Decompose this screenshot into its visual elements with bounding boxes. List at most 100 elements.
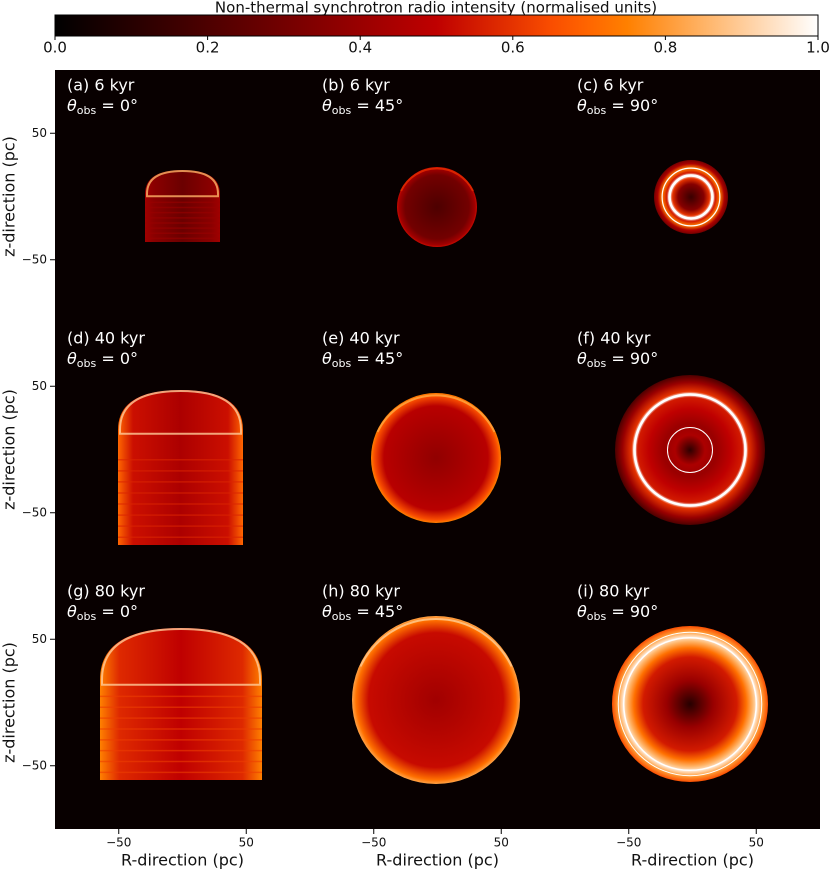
emission-ring <box>667 427 713 473</box>
panel-angle: θobs = 0° <box>67 96 138 118</box>
panel-title: (c) 6 kyr <box>577 76 644 95</box>
y-axis-label: z-direction (pc) <box>0 136 19 257</box>
colorbar-tick-label: 0.0 <box>43 39 67 57</box>
panel-title: (g) 80 kyr <box>67 582 145 601</box>
emission-region <box>397 167 477 247</box>
panel-title: (d) 40 kyr <box>67 329 145 348</box>
angle-value: = 90° <box>606 96 658 115</box>
angle-value: = 0° <box>96 602 138 621</box>
angle-symbol: θ <box>67 349 77 368</box>
x-tick-label: −50 <box>106 836 131 850</box>
angle-value: = 45° <box>351 96 403 115</box>
angle-subscript: obs <box>332 610 352 623</box>
angle-value: = 90° <box>606 349 658 368</box>
angle-symbol: θ <box>577 602 587 621</box>
angle-value: = 45° <box>351 602 403 621</box>
panel <box>55 576 310 829</box>
emission-ring <box>668 174 714 220</box>
angle-subscript: obs <box>587 357 607 370</box>
angle-symbol: θ <box>577 349 587 368</box>
angle-symbol: θ <box>322 96 332 115</box>
y-tick-label: −50 <box>22 505 47 519</box>
emission-rim <box>146 169 219 198</box>
emission-rim <box>400 167 474 192</box>
x-axis-label: R-direction (pc) <box>121 851 244 870</box>
emission-ring <box>633 393 747 507</box>
emission-region <box>352 616 520 784</box>
panel-angle: θobs = 45° <box>322 96 403 118</box>
angle-value: = 45° <box>351 349 403 368</box>
emission-region <box>654 160 728 234</box>
angle-symbol: θ <box>577 96 587 115</box>
panel <box>55 70 310 323</box>
colorbar-label: Non-thermal synchrotron radio intensity … <box>215 0 657 17</box>
emission-rim <box>376 394 496 433</box>
angle-symbol: θ <box>322 602 332 621</box>
colorbar-tick-label: 0.4 <box>348 39 372 57</box>
colorbar <box>54 14 819 37</box>
panel <box>310 576 565 829</box>
angle-subscript: obs <box>587 104 607 117</box>
panel <box>565 70 820 323</box>
emission-region <box>118 390 243 545</box>
angle-symbol: θ <box>322 349 332 368</box>
angle-value: = 0° <box>96 96 138 115</box>
panel-angle: θobs = 90° <box>577 96 658 118</box>
colorbar-tick-label: 0.2 <box>196 39 220 57</box>
colorbar-tick-label: 0.6 <box>501 39 525 57</box>
y-axis-label: z-direction (pc) <box>0 642 19 763</box>
y-tick-label: 50 <box>32 126 47 140</box>
panel-title: (i) 80 kyr <box>577 582 650 601</box>
panel-title: (f) 40 kyr <box>577 329 651 348</box>
emission-region <box>371 393 501 523</box>
emission-rim <box>101 627 261 686</box>
x-tick-label: 50 <box>239 836 254 850</box>
x-tick-label: 50 <box>494 836 509 850</box>
x-axis-label: R-direction (pc) <box>631 851 754 870</box>
x-tick-label: 50 <box>749 836 764 850</box>
panel-angle: θobs = 45° <box>322 349 403 371</box>
y-axis-label: z-direction (pc) <box>0 389 19 510</box>
colorbar-tick-label: 0.8 <box>653 39 677 57</box>
panel-angle: θobs = 90° <box>577 602 658 624</box>
angle-subscript: obs <box>77 357 97 370</box>
x-tick-label: −50 <box>616 836 641 850</box>
emission-region <box>615 375 765 525</box>
y-tick-label: −50 <box>22 252 47 266</box>
panel <box>310 323 565 576</box>
emission-ring <box>617 631 763 777</box>
panel-angle: θobs = 90° <box>577 349 658 371</box>
angle-symbol: θ <box>67 96 77 115</box>
y-tick-label: 50 <box>32 379 47 393</box>
panel-angle: θobs = 45° <box>322 602 403 624</box>
panel-title: (b) 6 kyr <box>322 76 390 95</box>
y-tick-label: −50 <box>22 758 47 772</box>
angle-subscript: obs <box>77 104 97 117</box>
angle-subscript: obs <box>587 610 607 623</box>
panel-title: (a) 6 kyr <box>67 76 135 95</box>
x-axis-label: R-direction (pc) <box>376 851 499 870</box>
colorbar-tick-label: 1.0 <box>806 39 830 57</box>
emission-region <box>145 170 220 242</box>
panel <box>310 70 565 323</box>
angle-symbol: θ <box>67 602 77 621</box>
angle-subscript: obs <box>77 610 97 623</box>
angle-subscript: obs <box>332 104 352 117</box>
emission-region <box>612 626 768 782</box>
emission-ring <box>622 636 758 772</box>
panel-angle: θobs = 0° <box>67 349 138 371</box>
emission-rim <box>119 389 242 435</box>
emission-ring <box>661 167 721 227</box>
angle-value: = 0° <box>96 349 138 368</box>
panel <box>565 323 820 576</box>
panel <box>565 576 820 829</box>
y-tick-label: 50 <box>32 632 47 646</box>
angle-value: = 90° <box>606 602 658 621</box>
x-tick-label: −50 <box>361 836 386 850</box>
panel-angle: θobs = 0° <box>67 602 138 624</box>
emission-rim <box>359 618 513 667</box>
panel-title: (e) 40 kyr <box>322 329 400 348</box>
panel-title: (h) 80 kyr <box>322 582 400 601</box>
emission-region <box>100 628 262 780</box>
